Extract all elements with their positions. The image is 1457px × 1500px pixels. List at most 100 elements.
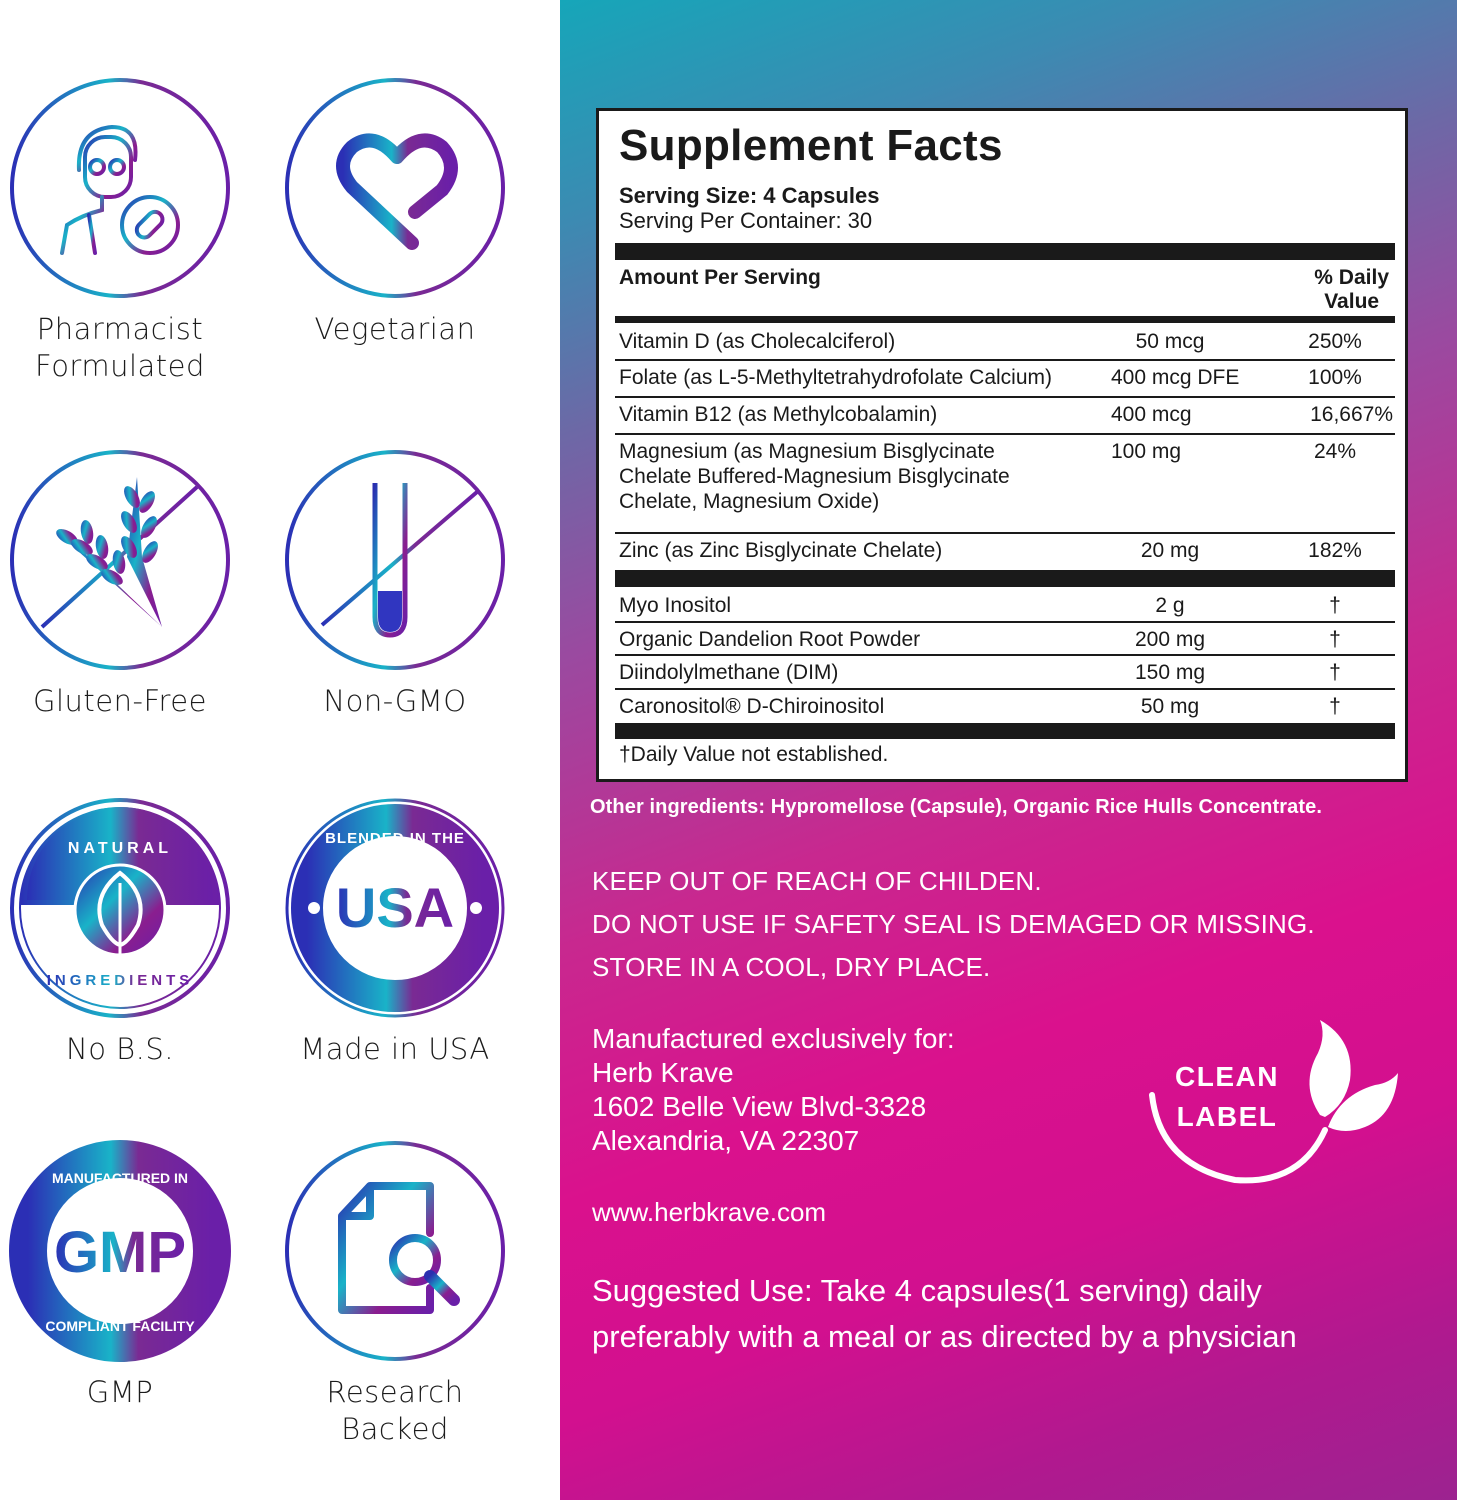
suggested-use-line: Suggested Use: Take 4 capsules(1 serving… bbox=[592, 1273, 1262, 1308]
nutrient-amount: 20 mg bbox=[1140, 539, 1200, 562]
ingredient-name: Organic Dandelion Root Powder bbox=[619, 628, 921, 651]
nutrient-daily-value: 24% bbox=[1313, 440, 1357, 463]
nutrient-name: Zinc (as Zinc Bisglycinate Chelate) bbox=[619, 539, 943, 562]
nutrient-name-line: Chelate, Magnesium Oxide) bbox=[619, 490, 880, 513]
badge-research-backed: Research Backed bbox=[275, 1138, 515, 1448]
supplement-facts-table: Supplement Facts Serving Size: 4 Capsule… bbox=[596, 108, 1408, 782]
nutrient-daily-value: 182% bbox=[1308, 539, 1362, 562]
ingredient-amount: 50 mg bbox=[1140, 695, 1200, 718]
badge-label: GMP bbox=[0, 1374, 240, 1411]
nutrient-name: Folate (as L-5-Methyltetrahydrofolate Ca… bbox=[619, 366, 1053, 389]
daily-value-footnote: †Daily Value not established. bbox=[619, 743, 889, 766]
badge-label: Vegetarian bbox=[275, 311, 515, 348]
natural-ingredients-seal-icon: NATURAL INGREDIENTS bbox=[10, 798, 230, 1018]
badge-label-line: Vegetarian bbox=[314, 312, 476, 346]
ingredient-row: Caronositol® D-Chiroinositol 50 mg † bbox=[615, 690, 1395, 722]
svg-text:MANUFACTURED IN: MANUFACTURED IN bbox=[52, 1170, 188, 1186]
gmp-seal-icon: MANUFACTURED IN GMP COMPLIANT FACILITY bbox=[9, 1140, 231, 1362]
ingredient-daily-value: † bbox=[1329, 628, 1341, 651]
badge-gluten-free: Gluten-Free bbox=[0, 447, 240, 720]
nutrient-amount: 400 mcg DFE bbox=[1111, 366, 1240, 389]
nutrient-name-line: Chelate Buffered-Magnesium Bisglycinate bbox=[619, 465, 1010, 488]
badge-label: No B.S. bbox=[0, 1031, 240, 1068]
ingredient-name: Caronositol® D-Chiroinositol bbox=[619, 695, 885, 718]
leaf-sprout-icon bbox=[1149, 1020, 1398, 1184]
badge-label: Research Backed bbox=[275, 1374, 515, 1448]
badge-label-line: GMP bbox=[86, 1375, 154, 1409]
nutrient-daily-value: 16,667% bbox=[1310, 403, 1393, 426]
badge-non-gmo: Non-GMO bbox=[275, 447, 515, 720]
nutrient-row: Vitamin B12 (as Methylcobalamin) 400 mcg… bbox=[615, 398, 1395, 435]
warning-storage: STORE IN A COOL, DRY PLACE. bbox=[592, 952, 991, 982]
badge-label-line: Research bbox=[326, 1375, 464, 1409]
svg-text:INGREDIENTS: INGREDIENTS bbox=[47, 972, 194, 989]
nutrient-amount: 400 mcg bbox=[1111, 403, 1192, 426]
svg-text:BLENDED IN THE: BLENDED IN THE bbox=[325, 830, 465, 847]
nutrient-row: Magnesium (as Magnesium Bisglycinate Che… bbox=[615, 435, 1395, 534]
badge-label-line: Non-GMO bbox=[323, 684, 467, 718]
thick-divider bbox=[615, 723, 1395, 739]
header-dv-line: Value bbox=[1324, 290, 1380, 313]
nutrient-daily-value: 100% bbox=[1308, 366, 1362, 389]
thick-divider bbox=[615, 570, 1395, 587]
badge-vegetarian: Vegetarian bbox=[275, 75, 515, 348]
svg-text:NATURAL: NATURAL bbox=[68, 840, 172, 857]
website-link[interactable]: www.herbkrave.com bbox=[592, 1197, 827, 1227]
clean-label-badge: CLEAN LABEL bbox=[1140, 1015, 1400, 1185]
warning-seal: DO NOT USE IF SAFETY SEAL IS DEMAGED OR … bbox=[592, 909, 1315, 939]
ingredient-row: Organic Dandelion Root Powder 200 mg † bbox=[615, 623, 1395, 656]
badge-label-line: Backed bbox=[341, 1412, 449, 1446]
manufacturer-intro: Manufactured exclusively for: bbox=[592, 1023, 955, 1054]
ingredient-amount: 2 g bbox=[1155, 594, 1185, 617]
ingredient-amount: 150 mg bbox=[1134, 661, 1206, 684]
nutrient-row: Zinc (as Zinc Bisglycinate Chelate) 20 m… bbox=[615, 534, 1395, 568]
badge-label: Pharmacist Formulated bbox=[0, 311, 240, 385]
suggested-use: Suggested Use: Take 4 capsules(1 serving… bbox=[592, 1268, 1297, 1360]
no-test-tube-icon bbox=[285, 450, 505, 670]
badge-pharmacist: Pharmacist Formulated bbox=[0, 75, 240, 385]
header-dv-line: % Daily bbox=[1314, 266, 1389, 289]
ingredient-daily-value: † bbox=[1329, 661, 1341, 684]
badge-label-line: Formulated bbox=[35, 349, 205, 383]
product-info-panel: Supplement Facts Serving Size: 4 Capsule… bbox=[560, 0, 1457, 1500]
manufacturer-address-line: 1602 Belle View Blvd-3328 bbox=[592, 1091, 927, 1122]
suggested-use-line: preferably with a meal or as directed by… bbox=[592, 1319, 1297, 1354]
svg-text:USA: USA bbox=[336, 876, 454, 939]
other-ingredients: Other ingredients: Hypromellose (Capsule… bbox=[590, 796, 1322, 818]
manufacturer-info: Manufactured exclusively for: Herb Krave… bbox=[592, 1022, 955, 1158]
facts-title: Supplement Facts bbox=[619, 121, 1003, 170]
heart-icon bbox=[285, 78, 505, 298]
nutrient-name: Magnesium (as Magnesium Bisglycinate Che… bbox=[619, 439, 1109, 514]
svg-text:GMP: GMP bbox=[54, 1220, 186, 1285]
badge-label-line: Pharmacist bbox=[36, 312, 204, 346]
serving-size: Serving Size: 4 Capsules bbox=[619, 183, 880, 208]
badge-label: Gluten-Free bbox=[0, 683, 240, 720]
ingredient-daily-value: † bbox=[1329, 594, 1341, 617]
svg-text:COMPLIANT FACILITY: COMPLIANT FACILITY bbox=[45, 1318, 195, 1334]
nutrient-name: Vitamin D (as Cholecalciferol) bbox=[619, 330, 896, 353]
ingredient-name: Diindolylmethane (DIM) bbox=[619, 661, 839, 684]
warning-children: KEEP OUT OF REACH OF CHILDEN. bbox=[592, 866, 1042, 896]
nutrient-daily-value: 250% bbox=[1308, 330, 1362, 353]
ingredient-row: Myo Inositol 2 g † bbox=[615, 589, 1395, 623]
document-search-icon bbox=[285, 1141, 505, 1361]
ingredient-amount: 200 mg bbox=[1134, 628, 1206, 651]
clean-label-line: CLEAN bbox=[1175, 1061, 1279, 1092]
blended-in-usa-seal-icon: BLENDED IN THE USA bbox=[285, 798, 505, 1018]
badge-no-bs: NATURAL INGREDIENTS No B.S. bbox=[0, 795, 240, 1068]
feature-badges: Pharmacist Formulated Vegetarian bbox=[0, 0, 560, 1500]
medium-divider bbox=[615, 316, 1395, 323]
header-daily-value: % Daily Value bbox=[1314, 266, 1389, 314]
nutrient-amount: 50 mcg bbox=[1135, 330, 1205, 353]
clean-label-text: CLEAN LABEL bbox=[1172, 1057, 1282, 1137]
nutrient-row: Vitamin D (as Cholecalciferol) 50 mcg 25… bbox=[615, 325, 1395, 361]
nutrient-row: Folate (as L-5-Methyltetrahydrofolate Ca… bbox=[615, 361, 1395, 398]
badge-made-in-usa: BLENDED IN THE USA Made in USA bbox=[275, 795, 515, 1068]
ingredient-name: Myo Inositol bbox=[619, 594, 732, 617]
nutrient-name: Vitamin B12 (as Methylcobalamin) bbox=[619, 403, 938, 426]
header-amount-per-serving: Amount Per Serving bbox=[619, 266, 821, 289]
badge-label-line: No B.S. bbox=[66, 1032, 174, 1066]
nutrient-amount: 100 mg bbox=[1111, 440, 1182, 463]
no-wheat-icon bbox=[10, 450, 230, 670]
badge-label: Non-GMO bbox=[275, 683, 515, 720]
